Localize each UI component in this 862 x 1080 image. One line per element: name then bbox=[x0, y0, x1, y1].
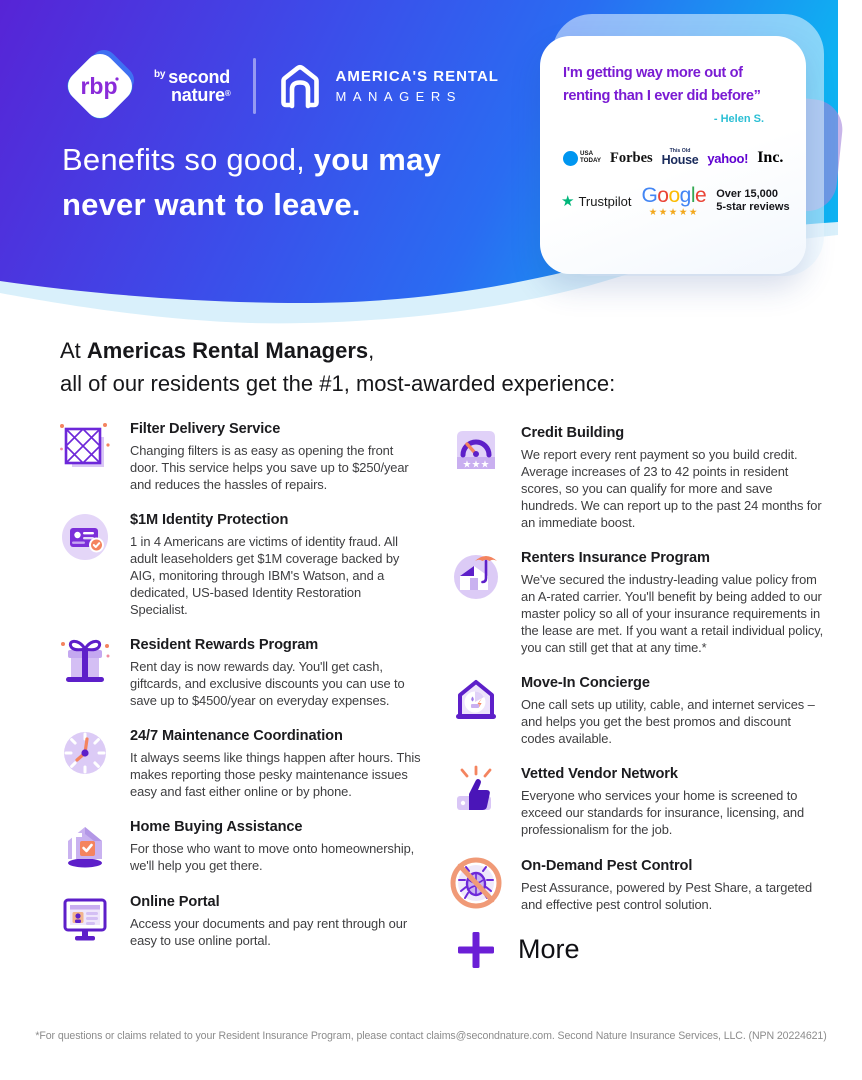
more-label: More bbox=[518, 934, 580, 965]
trustpilot-logo: ★ Trustpilot bbox=[561, 193, 632, 211]
benefit-item-renters-insurance: Renters Insurance Program We've secured … bbox=[448, 548, 828, 656]
benefit-item-identity-protection: $1M Identity Protection 1 in 4 Americans… bbox=[57, 510, 422, 618]
benefit-title: Filter Delivery Service bbox=[130, 421, 281, 437]
benefit-title: Credit Building bbox=[521, 425, 625, 441]
benefit-item-filter-delivery: Filter Delivery Service Changing filters… bbox=[57, 419, 422, 493]
clock-icon bbox=[57, 726, 113, 800]
benefit-item-pest-control: On-Demand Pest Control Pest Assurance, p… bbox=[448, 856, 828, 913]
rbp-logo-text: rbp bbox=[80, 73, 117, 99]
benefit-title: Vetted Vendor Network bbox=[521, 766, 678, 783]
benefit-description: Access your documents and pay rent throu… bbox=[130, 915, 408, 948]
google-logo: Google ★★★★★ bbox=[641, 184, 707, 219]
testimonial-card: I'm getting way more out of renting than… bbox=[540, 36, 806, 274]
intro-heading: At Americas Rental Managers, all of our … bbox=[60, 334, 615, 400]
benefit-item-online-portal: Online Portal Access your documents and … bbox=[57, 892, 422, 949]
this-old-house-logo: This Old House bbox=[661, 148, 699, 168]
benefit-title: Resident Rewards Program bbox=[130, 637, 319, 654]
arm-logo-line2: MANAGERS bbox=[335, 89, 462, 104]
umbrella-house-icon bbox=[448, 548, 504, 656]
hero-headline: Benefits so good, you may never want to … bbox=[62, 137, 441, 227]
no-pest-icon bbox=[448, 856, 504, 913]
benefit-description: It always seems like things happen after… bbox=[130, 750, 421, 800]
inc-logo: Inc. bbox=[757, 149, 784, 167]
benefit-title: Online Portal bbox=[130, 893, 220, 910]
five-star-rating-icon: ★★★★★ bbox=[648, 207, 699, 219]
forbes-logo: Forbes bbox=[609, 149, 653, 166]
benefit-title: On-Demand Pest Control bbox=[521, 857, 693, 874]
quote-line-1: I'm getting way more out of bbox=[563, 65, 743, 81]
benefit-item-rewards: Resident Rewards Program Rent day is now… bbox=[57, 635, 422, 709]
svg-text:★★★: ★★★ bbox=[463, 460, 490, 471]
second-nature-by: by bbox=[154, 68, 166, 80]
benefit-description: Pest Assurance, powered by Pest Share, a… bbox=[521, 879, 813, 912]
benefit-item-move-in-concierge: Move-In Concierge One call sets up utili… bbox=[448, 673, 828, 747]
second-nature-logo: by second nature® bbox=[154, 66, 231, 105]
review-count: Over 15,000 5-star reviews bbox=[716, 187, 790, 214]
usa-today-circle-icon bbox=[563, 150, 578, 166]
yahoo-logo: yahoo! bbox=[707, 150, 749, 166]
benefit-item-home-buying: Home Buying Assistance For those who wan… bbox=[57, 817, 422, 874]
benefit-title: 24/7 Maintenance Coordination bbox=[130, 728, 343, 745]
second-nature-word1: second bbox=[168, 66, 231, 87]
registered-mark: ® bbox=[224, 89, 231, 98]
more-benefits: More bbox=[456, 930, 828, 970]
house-n-icon bbox=[280, 64, 319, 109]
americas-rental-managers-logo: AMERICA'S RENTAL MANAGERS bbox=[278, 63, 499, 109]
benefit-description: Rent day is now rewards day. You'll get … bbox=[130, 659, 405, 709]
intro-line2: all of our residents get the #1, most-aw… bbox=[60, 371, 616, 396]
usa-today-line1: USA bbox=[580, 150, 594, 158]
benefit-description: 1 in 4 Americans are victims of identity… bbox=[130, 534, 400, 618]
brand-divider bbox=[252, 58, 256, 114]
gift-icon bbox=[57, 635, 113, 709]
filter-icon bbox=[57, 419, 113, 493]
usa-today-logo: USA TODAY bbox=[563, 150, 601, 166]
benefit-title: Move-In Concierge bbox=[521, 675, 650, 692]
usa-today-line2: TODAY bbox=[580, 157, 601, 165]
benefit-item-credit-building: ★★★ Credit Building We report every rent… bbox=[448, 423, 828, 531]
benefits-column-right: ★★★ Credit Building We report every rent… bbox=[448, 423, 828, 970]
benefit-item-maintenance: 24/7 Maintenance Coordination It always … bbox=[57, 726, 422, 800]
footer-disclaimer: *For questions or claims related to your… bbox=[35, 1030, 827, 1042]
credit-gauge-icon: ★★★ bbox=[448, 423, 504, 531]
benefit-title: Home Buying Assistance bbox=[130, 819, 303, 836]
rbp-logo-badge: rbp bbox=[67, 50, 134, 119]
benefit-description: We report every rent payment so you buil… bbox=[521, 447, 822, 531]
benefit-item-vendor-network: Vetted Vendor Network Everyone who servi… bbox=[448, 764, 828, 838]
quote-attribution: - Helen S. bbox=[713, 113, 764, 126]
benefit-description: Everyone who services your home is scree… bbox=[521, 788, 805, 838]
trustpilot-star-icon: ★ bbox=[561, 193, 575, 211]
benefit-description: One call sets up utility, cable, and int… bbox=[521, 697, 815, 747]
press-logos-row: USA TODAY Forbes This Old House yahoo! I… bbox=[563, 149, 806, 167]
home-buying-icon bbox=[57, 817, 113, 874]
online-portal-icon bbox=[57, 892, 113, 949]
concierge-house-icon bbox=[448, 673, 504, 747]
benefit-description: We've secured the industry-leading value… bbox=[521, 572, 824, 656]
headline-bold-1: you may bbox=[313, 142, 441, 177]
thumbs-up-icon bbox=[448, 764, 504, 838]
benefits-column-left: Filter Delivery Service Changing filters… bbox=[57, 419, 422, 966]
identity-protection-icon bbox=[57, 510, 113, 618]
headline-bold-2: never want to leave. bbox=[62, 187, 361, 222]
brand-bar: rbp by second nature® AMERICA'S RENTAL MA… bbox=[60, 46, 499, 126]
arm-logo-line1: AMERICA'S RENTAL bbox=[335, 68, 499, 85]
headline-regular: Benefits so good, bbox=[62, 142, 314, 177]
reviews-row: ★ Trustpilot Google ★★★★★ Over 15,000 5-… bbox=[561, 185, 806, 218]
benefit-title: Renters Insurance Program bbox=[521, 550, 710, 567]
quote-line-2: renting than I ever did before” bbox=[563, 88, 761, 105]
plus-icon bbox=[458, 931, 494, 968]
benefit-title: $1M Identity Protection bbox=[130, 512, 289, 529]
second-nature-word2: nature bbox=[171, 85, 225, 105]
intro-brand-name: Americas Rental Managers bbox=[86, 338, 369, 363]
testimonial-quote: I'm getting way more out of renting than… bbox=[540, 36, 806, 108]
benefit-description: For those who want to move onto homeowne… bbox=[130, 841, 415, 874]
benefit-description: Changing filters is as easy as opening t… bbox=[130, 443, 409, 493]
